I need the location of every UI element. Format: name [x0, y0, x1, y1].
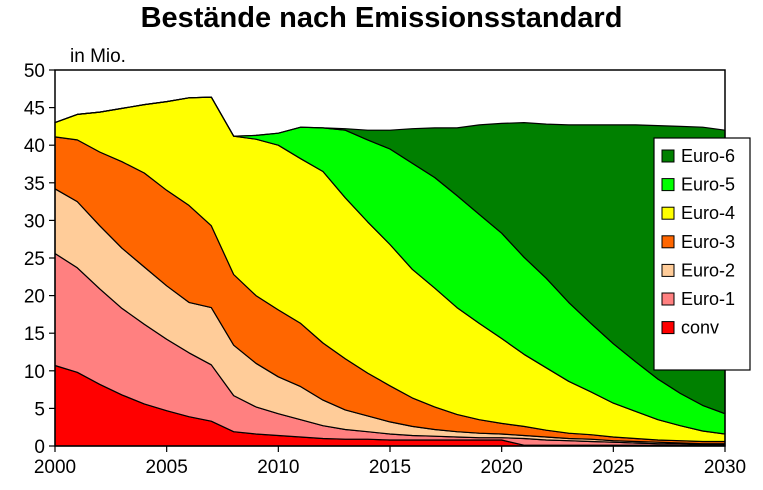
chart-title: Bestände nach Emissionsstandard — [140, 2, 623, 34]
legend-label-euro-1: Euro-1 — [681, 289, 735, 309]
legend-label-euro-2: Euro-2 — [681, 260, 735, 280]
x-tick-label: 2030 — [704, 457, 746, 478]
y-tick-label: 25 — [24, 249, 45, 270]
legend-label-conv: conv — [681, 318, 719, 338]
legend-label-euro-4: Euro-4 — [681, 203, 735, 223]
unit-label: in Mio. — [70, 46, 126, 67]
legend-label-euro-6: Euro-6 — [681, 146, 735, 166]
legend-swatch-euro-4 — [661, 206, 675, 220]
legend-swatch-euro-3 — [661, 235, 675, 249]
y-tick-label: 30 — [24, 211, 45, 232]
x-tick-label: 2010 — [257, 457, 299, 478]
y-tick-label: 40 — [24, 136, 45, 157]
x-tick-label: 2025 — [592, 457, 634, 478]
legend-label-euro-5: Euro-5 — [681, 175, 735, 195]
x-tick-label: 2015 — [369, 457, 411, 478]
y-tick-label: 15 — [24, 324, 45, 345]
legend-label-euro-3: Euro-3 — [681, 232, 735, 252]
x-tick-label: 2000 — [34, 457, 76, 478]
y-tick-label: 0 — [34, 437, 45, 458]
y-tick-label: 10 — [24, 362, 45, 383]
y-tick-label: 5 — [34, 399, 45, 420]
legend-swatch-euro-6 — [661, 149, 675, 163]
y-tick-label: 20 — [24, 287, 45, 308]
area-layers — [54, 96, 726, 447]
legend-swatch-euro-2 — [661, 263, 675, 277]
legend-swatch-euro-1 — [661, 292, 675, 306]
y-tick-label: 45 — [24, 99, 45, 120]
y-tick-label: 35 — [24, 174, 45, 195]
legend-swatch-euro-5 — [661, 178, 675, 192]
x-tick-label: 2005 — [146, 457, 188, 478]
y-tick-label: 50 — [24, 61, 45, 82]
legend-swatch-conv — [661, 321, 675, 335]
x-tick-label: 2020 — [481, 457, 523, 478]
legend: Euro-6 Euro-5 Euro-4 Euro-3 Euro-2 Euro-1 conv — [653, 137, 751, 371]
